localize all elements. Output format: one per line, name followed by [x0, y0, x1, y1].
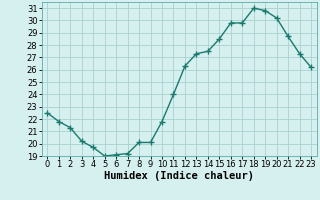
X-axis label: Humidex (Indice chaleur): Humidex (Indice chaleur) [104, 171, 254, 181]
